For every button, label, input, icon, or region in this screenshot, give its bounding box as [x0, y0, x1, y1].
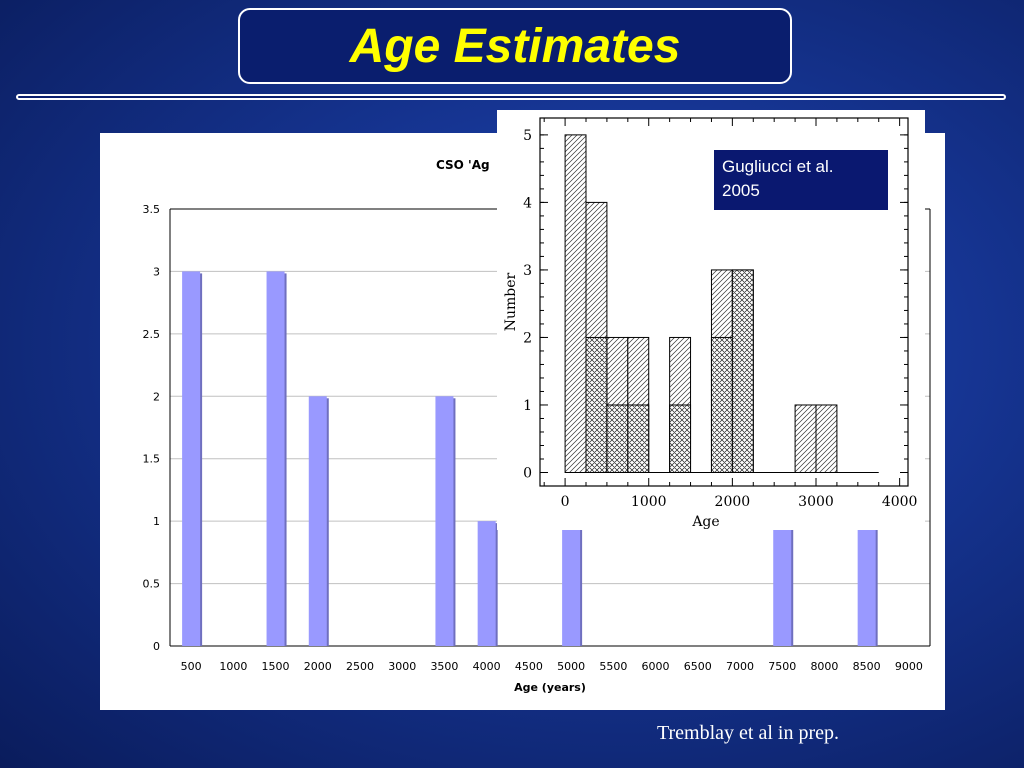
histogram-bar	[731, 269, 754, 473]
histogram-bar	[710, 336, 733, 473]
histogram-bar	[564, 134, 587, 473]
y-tick-label: 2	[153, 390, 160, 403]
inset-x-tick-label: 4000	[882, 494, 918, 510]
inset-y-axis-label: Number	[503, 272, 519, 331]
x-tick-label: 500	[181, 660, 202, 673]
y-tick-label: 2.5	[143, 328, 161, 341]
inset-source-line-1: Gugliucci et al.	[722, 157, 834, 176]
x-tick-label: 1000	[219, 660, 247, 673]
inset-frame	[539, 117, 909, 487]
x-axis-label: Age (years)	[514, 681, 586, 694]
y-tick-label: 3	[153, 265, 160, 278]
y-tick-label: 0	[153, 640, 160, 653]
x-tick-label: 1500	[262, 660, 290, 673]
inset-x-tick-label: 1000	[631, 494, 667, 510]
inset-y-tick-label: 3	[523, 263, 532, 279]
inset-source-line-2: 2005	[722, 181, 760, 200]
x-tick-label: 6500	[684, 660, 712, 673]
x-tick-label: 6000	[642, 660, 670, 673]
y-tick-label: 3.5	[143, 203, 161, 216]
inset-y-tick-label: 0	[523, 465, 532, 481]
inset-y-tick-label: 2	[523, 330, 532, 346]
x-tick-label: 4000	[473, 660, 501, 673]
histogram-bar	[794, 404, 817, 473]
credit-text: Tremblay et al in prep.	[657, 722, 840, 744]
y-tick-label: 1	[153, 515, 160, 528]
y-tick-label: 1.5	[143, 453, 161, 466]
inset-x-tick-label: 2000	[715, 494, 751, 510]
x-tick-label: 9000	[895, 660, 923, 673]
inset-x-axis-label: Age	[691, 514, 719, 530]
bar	[266, 271, 285, 646]
bar	[773, 521, 792, 646]
bar	[435, 396, 454, 646]
x-tick-label: 2000	[304, 660, 332, 673]
x-tick-label: 3500	[430, 660, 458, 673]
inset-x-tick-label: 0	[561, 494, 570, 510]
x-tick-label: 3000	[388, 660, 416, 673]
chart-title: CSO 'Ag	[436, 158, 490, 172]
inset-y-tick-label: 4	[523, 195, 532, 211]
x-tick-label: 5000	[557, 660, 585, 673]
title-divider	[16, 94, 1006, 100]
y-tick-label: 0.5	[143, 578, 161, 591]
histogram-bar	[669, 404, 692, 473]
histogram-bar	[585, 336, 608, 473]
inset-y-tick-label: 1	[523, 398, 532, 414]
x-tick-label: 7500	[768, 660, 796, 673]
bar	[857, 521, 876, 646]
title-box: Age Estimates	[238, 8, 792, 84]
slide-title: Age Estimates	[349, 19, 681, 73]
inset-x-tick-label: 3000	[798, 494, 834, 510]
histogram-bar	[606, 404, 629, 473]
x-tick-label: 8000	[810, 660, 838, 673]
x-tick-label: 5500	[599, 660, 627, 673]
inset-y-tick-label: 5	[523, 128, 532, 144]
x-tick-label: 8500	[853, 660, 881, 673]
inset-source-label: Gugliucci et al. 2005	[713, 149, 889, 211]
bar	[308, 396, 327, 646]
histogram-bar	[627, 404, 650, 473]
bar	[562, 521, 581, 646]
x-tick-label: 2500	[346, 660, 374, 673]
bar	[182, 271, 201, 646]
gugliucci-histogram-svg: 0 1000 2000 3000 4000 0 1 2 3 4 5 Age Number	[503, 117, 918, 530]
bar	[477, 521, 496, 646]
histogram-bar	[815, 404, 838, 473]
x-tick-label: 4500	[515, 660, 543, 673]
x-tick-label: 7000	[726, 660, 754, 673]
